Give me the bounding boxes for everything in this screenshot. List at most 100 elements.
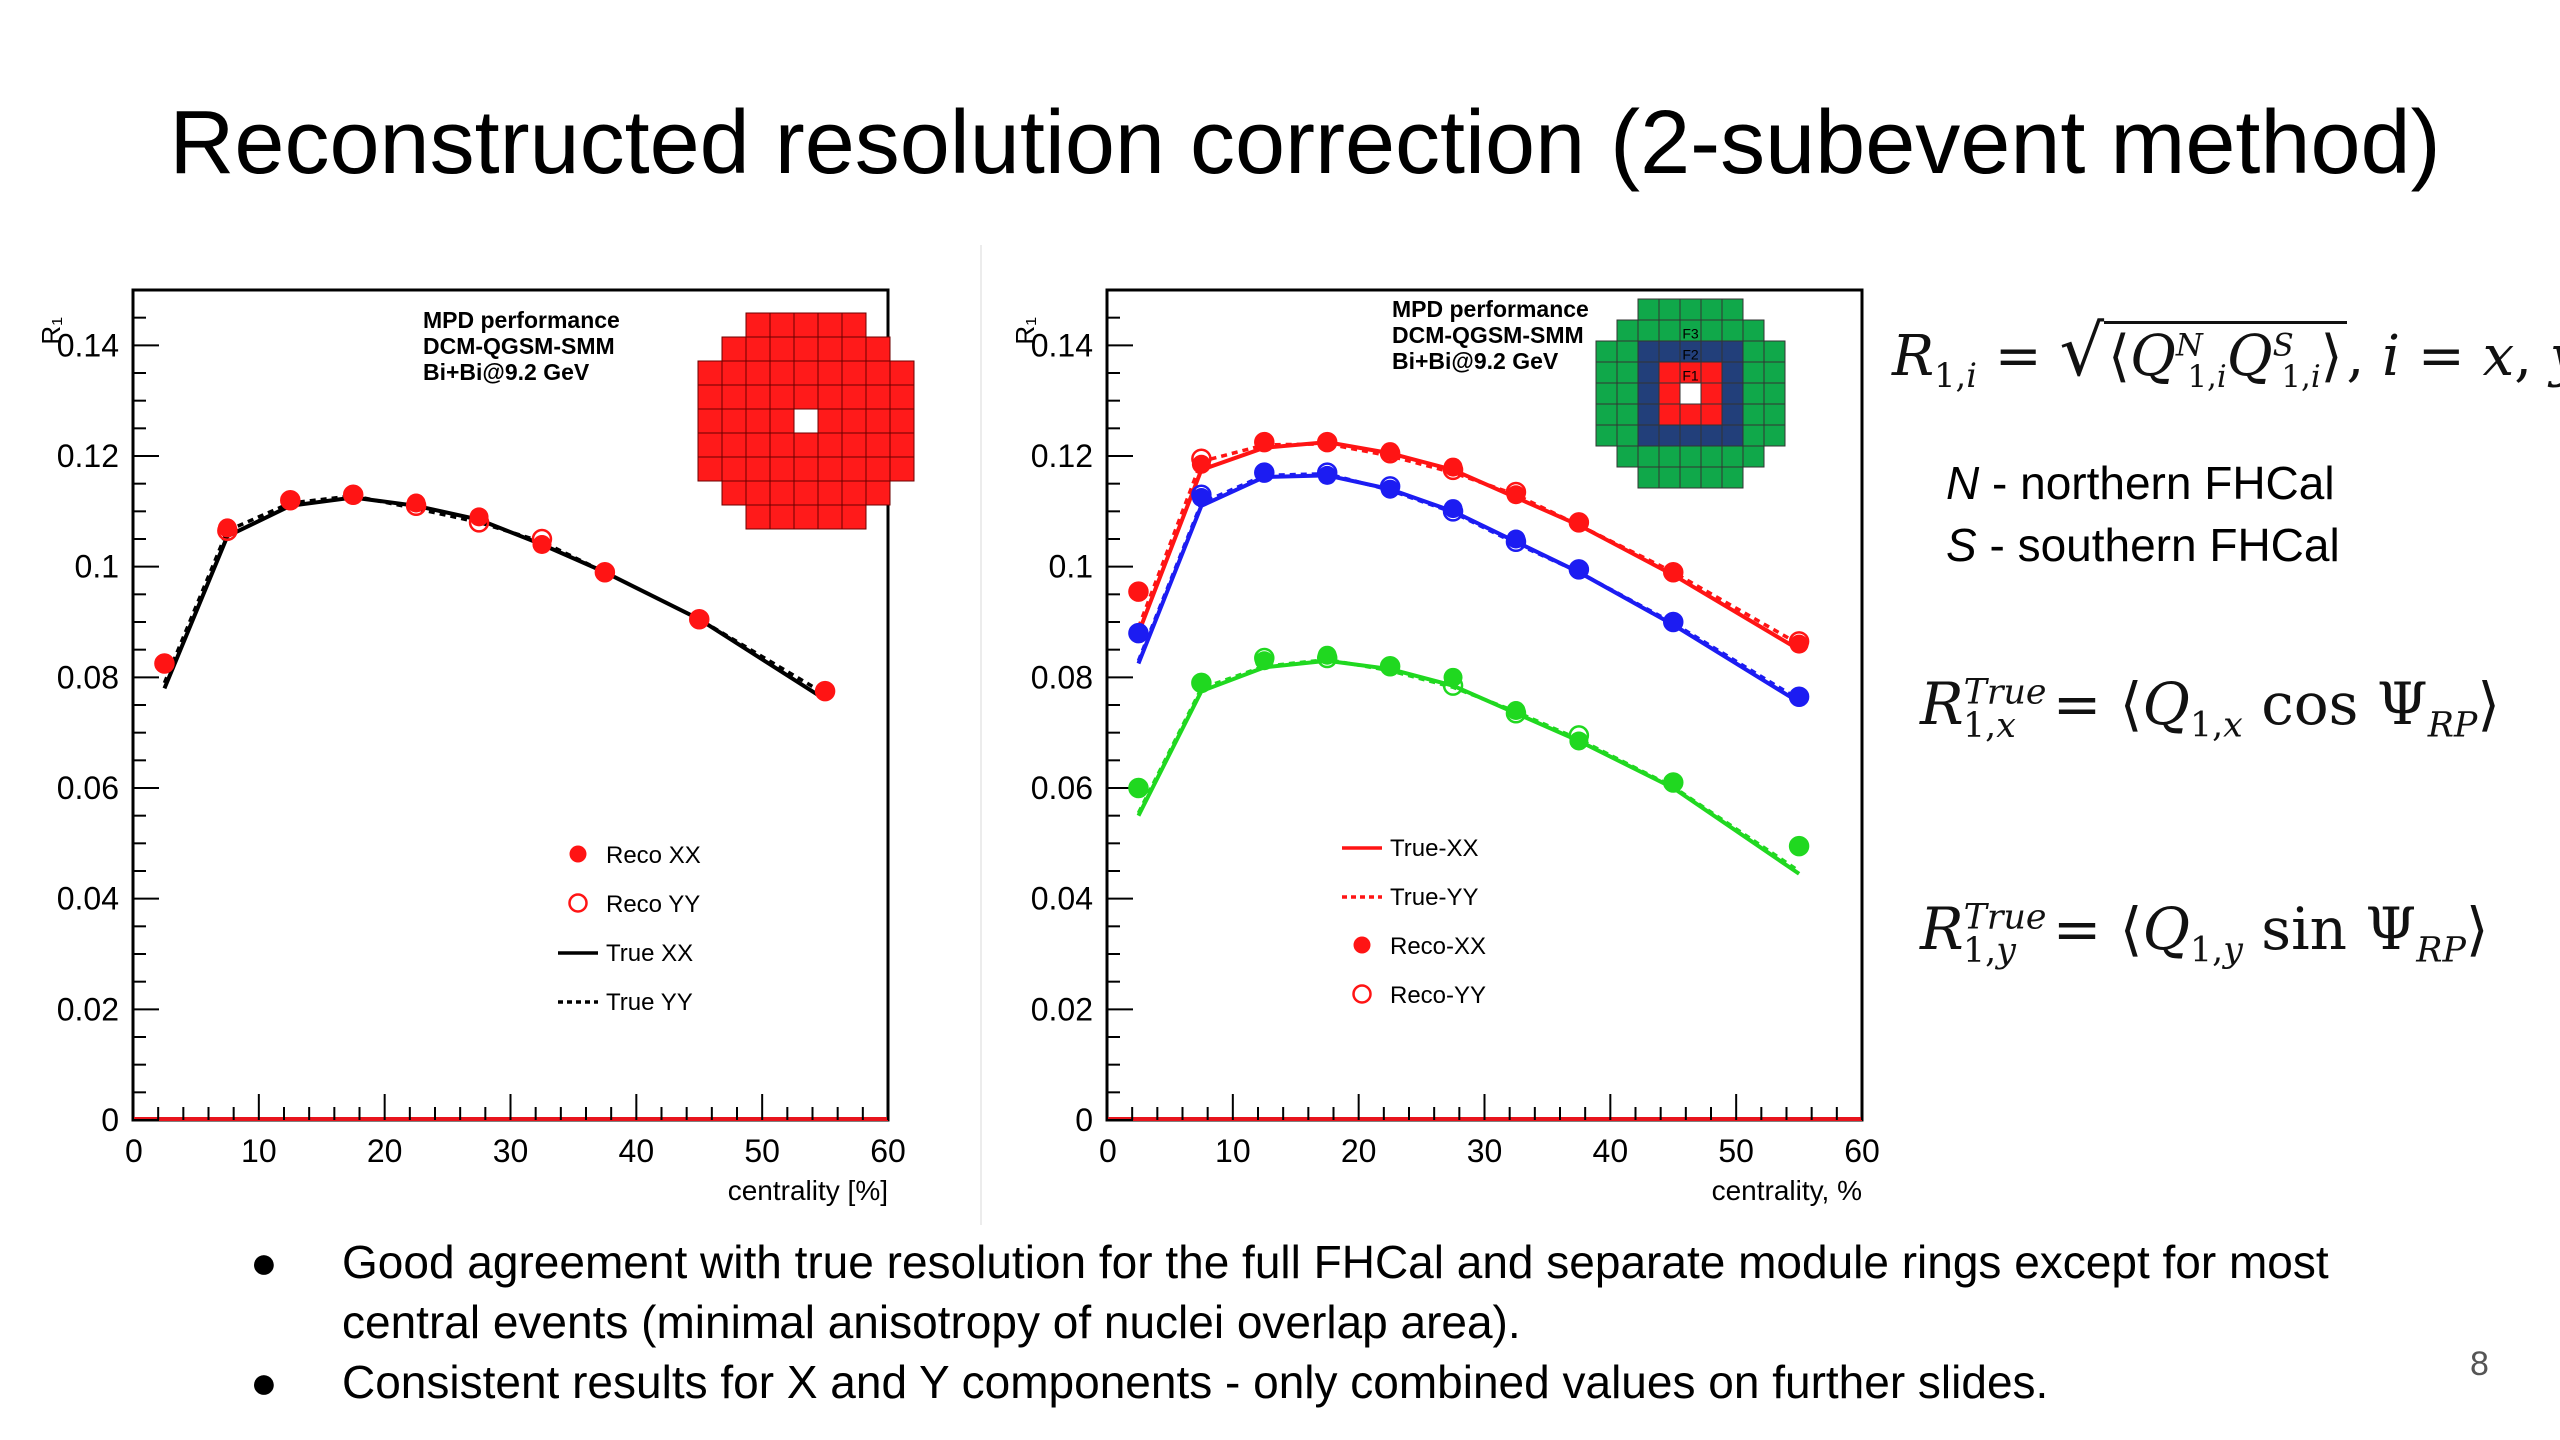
formula-panel: R1,i = √⟨QN1,iQS1,i⟩, i = x, y RTrue1,x … [1890,300,2560,1020]
fhcal-module [697,360,723,386]
fhcal-module [1700,361,1723,384]
fhcal-module [721,408,747,434]
fhcal-module [769,504,795,530]
y-tick-label: 0.12 [57,438,119,474]
reco-xx-point [1128,778,1148,798]
fhcal-module [1595,382,1618,405]
reco-xx-point [1191,488,1211,507]
x-tick-label: 50 [744,1133,780,1169]
true-yy-line [162,494,826,696]
fhcal-module [1679,403,1702,426]
right-plot-svg: 0 10 20 30 40 50 60 0 0.02 0.04 0.06 0.08 0.1 0.12 0.1… [1010,288,1880,1206]
bullet-list: ● Good agreement with true resolution for… [250,1232,2350,1412]
fhcal-module [1595,340,1618,363]
fhcal-module [769,432,795,458]
right-resolution-plot: 0 10 20 30 40 50 60 0 0.02 0.04 0.06 0.08 0.1 0.12 0.1… [992,245,1952,1225]
reco-xx-point [343,485,363,505]
fhcal-module [817,432,843,458]
legend-label: Reco YY [606,891,700,918]
fhcal-module [1721,403,1744,426]
fhcal-module [1763,340,1786,363]
y-tick-label: 0.02 [1031,991,1093,1027]
reco-xx-point [1317,645,1337,665]
legend-point-marker [1352,984,1372,1004]
formula-r1y-true: RTrue1,y = ⟨Q1,y sin ΨRP⟩ [1920,895,2489,971]
fhcal-module [1658,340,1681,363]
fhcal-module [1616,382,1639,405]
fhcal-module [889,384,915,410]
y-tick-label: 0 [101,1102,119,1138]
legend-label: Reco-YY [1390,982,1486,1009]
fhcal-module [1700,298,1723,321]
reco-xx-point [815,681,835,701]
fhcal-module [817,504,843,530]
fhcal-module [1742,382,1765,405]
fhcal-module [1658,445,1681,468]
fhcal-module [745,384,771,410]
reco-xx-point [469,507,489,527]
y-axis-label: R₁ [36,317,66,345]
plot-annotation: Bi+Bi@9.2 GeV [423,359,590,385]
plot-divider [980,245,982,1225]
plot-annotation: DCM-QGSM-SMM [1392,322,1584,348]
fhcal-module [769,360,795,386]
legend-label: Reco-XX [1390,933,1486,960]
fhcal-module [841,480,867,506]
formula-r1i: R1,i = √⟨QN1,iQS1,i⟩, i = x, y [1892,310,2560,396]
fhcal-module [1658,298,1681,321]
fhcal-module [1658,361,1681,384]
reco-xx-point [1443,499,1463,519]
true-yy-line [1136,442,1800,646]
fhcal-module [817,336,843,362]
fhcal-module [1637,361,1660,384]
fhcal-module [1595,403,1618,426]
x-axis-label: centrality [%] [728,1175,888,1206]
fhcal-ring-label: F1 [1682,368,1699,384]
fhcal-module [817,480,843,506]
fhcal-module [1721,319,1744,342]
fhcal-module [841,336,867,362]
fhcal-module [1700,403,1723,426]
fhcal-module [1742,340,1765,363]
reco-xx-point [154,654,174,673]
fhcal-module [865,456,891,482]
y-tick-label: 0.08 [57,659,119,695]
fhcal-module [1721,382,1744,405]
fhcal-module [745,456,771,482]
true-xx-line [1136,440,1801,652]
fhcal-module [793,504,819,530]
fhcal-ring-label: F3 [1682,326,1699,342]
reco-xx-point [1380,442,1400,462]
detector-notes: N - northern FHCal S - southern FHCal [1946,452,2340,576]
fhcal-module [769,384,795,410]
reco-xx-point [1380,479,1400,499]
fhcal-module [697,384,723,410]
y-tick-label: 0.06 [57,770,119,806]
fhcal-module [865,384,891,410]
true-xx-line [1136,658,1801,876]
fhcal-module [721,432,747,458]
reco-xx-point [1663,612,1683,632]
fhcal-module [745,432,771,458]
fhcal-module [817,360,843,386]
fhcal-module [1700,382,1723,405]
fhcal-module [1637,298,1660,321]
fhcal-module [1616,361,1639,384]
bullet-item: ● Good agreement with true resolution for… [250,1232,2350,1352]
fhcal-module [1700,445,1723,468]
fhcal-module [745,480,771,506]
reco-xx-point [1663,562,1683,582]
fhcal-module [1595,361,1618,384]
fhcal-module [721,360,747,386]
fhcal-module [1637,445,1660,468]
fhcal-rings-icon: F3 F2 F1 [1595,298,1786,489]
fhcal-module [1658,319,1681,342]
fhcal-module [1637,403,1660,426]
fhcal-module [793,408,819,434]
fhcal-module [1700,319,1723,342]
reco-xx-point [1569,559,1589,579]
fhcal-module [1763,403,1786,426]
fhcal-module [817,312,843,338]
fhcal-module [1763,424,1786,447]
fhcal-module [1616,319,1639,342]
